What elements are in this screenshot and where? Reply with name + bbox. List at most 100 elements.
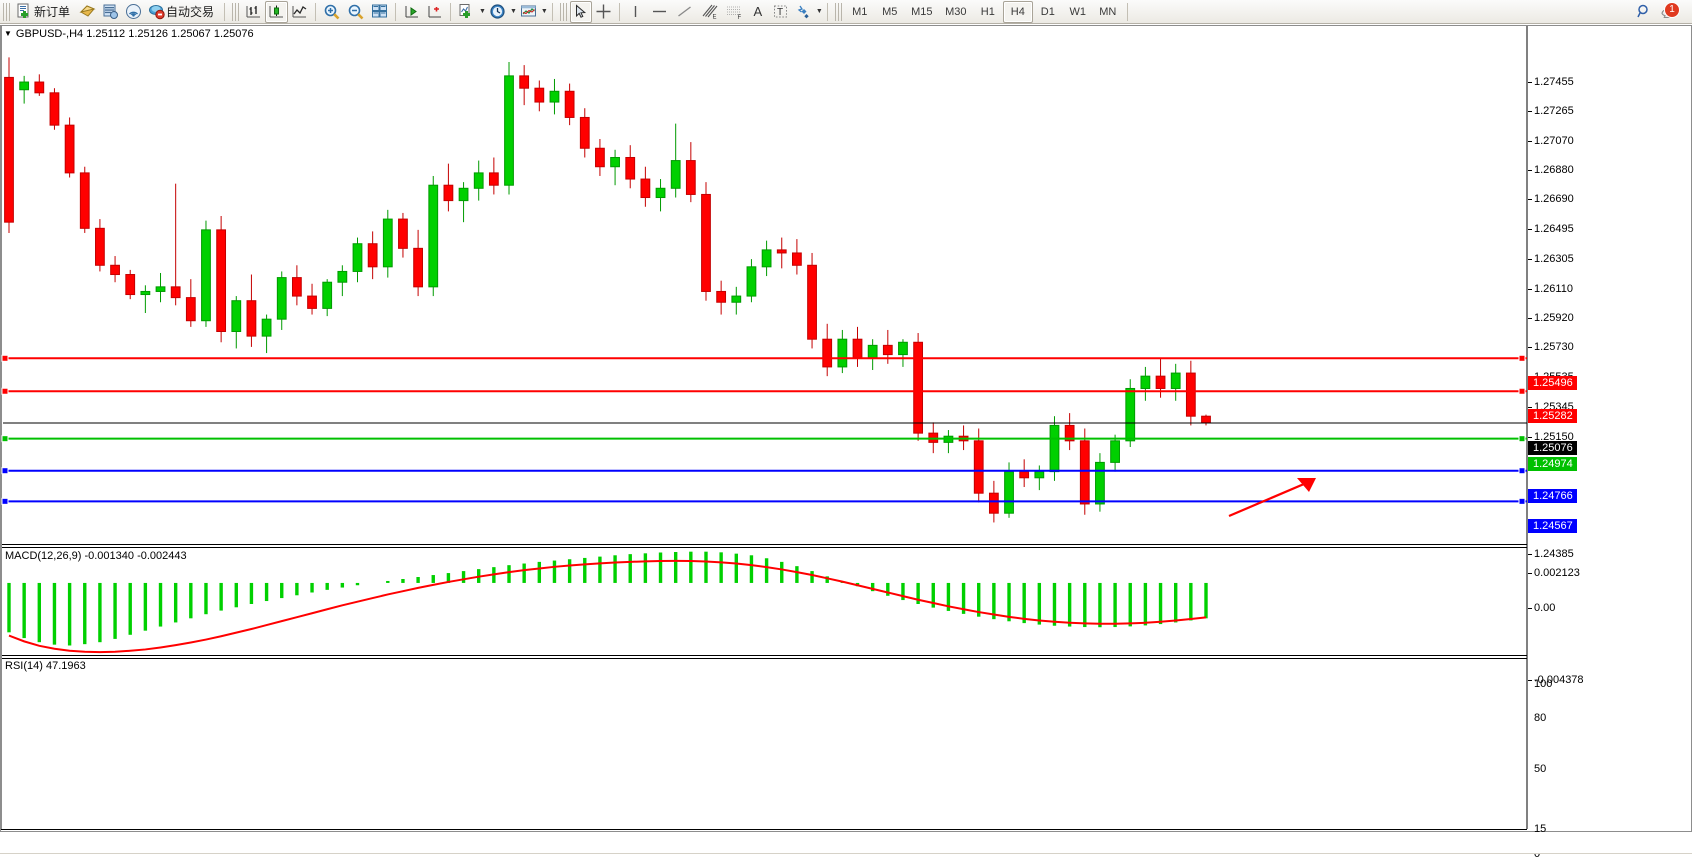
indicators-button[interactable] <box>455 1 478 23</box>
chart-window[interactable]: ▼ GBPUSD-,H4 1.25112 1.25126 1.25067 1.2… <box>0 25 1692 860</box>
candle <box>4 57 14 233</box>
search-button[interactable] <box>1633 1 1656 23</box>
signals-button[interactable] <box>122 1 145 23</box>
text-label-button[interactable]: T <box>769 1 792 23</box>
macd-axis-tick <box>1528 573 1532 574</box>
zoom-out-button[interactable] <box>344 1 368 23</box>
shift-end-button[interactable] <box>400 1 423 23</box>
line-handle-left <box>1 435 9 443</box>
cursor-button[interactable] <box>569 0 592 23</box>
price-tag-current-price[interactable]: 1.25076 <box>1528 440 1577 455</box>
timeframe-m5[interactable]: M5 <box>882 5 898 18</box>
toolbar-grip[interactable] <box>3 2 11 21</box>
periods-icon <box>489 3 506 20</box>
crosshair-button[interactable] <box>592 1 615 23</box>
candle <box>731 286 742 315</box>
main-toolbar: 新订单 <box>0 0 1692 24</box>
equidistant-channel-button[interactable]: E <box>697 1 722 23</box>
time-axis[interactable] <box>0 832 1692 854</box>
price-tag-target-2[interactable]: 1.24567 <box>1528 519 1577 534</box>
timeframe-mn[interactable]: MN <box>1099 5 1117 18</box>
templates-button[interactable] <box>517 1 540 23</box>
objects-dropdown-caret[interactable]: ▼ <box>815 8 823 15</box>
up-arrow-annotation[interactable] <box>1228 478 1316 518</box>
data-window-button[interactable] <box>99 1 122 23</box>
expert-advisor-button[interactable] <box>76 1 99 23</box>
line-chart-button[interactable] <box>288 1 311 23</box>
candle <box>792 239 802 275</box>
price-axis-label: 1.26495 <box>1534 223 1574 236</box>
candle <box>1140 366 1151 401</box>
periods-dropdown-caret[interactable]: ▼ <box>509 8 517 15</box>
candle <box>655 179 666 212</box>
line-handle-left <box>1 497 9 505</box>
line-handle-left <box>1 467 9 475</box>
candle <box>307 283 317 315</box>
objects-button[interactable] <box>792 1 815 23</box>
fibonacci-button[interactable]: F <box>722 1 747 23</box>
price-axis-label: 1.26110 <box>1534 282 1573 295</box>
symbol-ohlc-label: GBPUSD-,H4 1.25112 1.25126 1.25067 1.250… <box>15 27 254 40</box>
periods-button[interactable] <box>486 1 509 23</box>
timeframe-m1[interactable]: M1 <box>852 5 868 18</box>
candle <box>170 183 181 306</box>
candle <box>291 265 302 306</box>
tile-windows-button[interactable] <box>368 1 391 23</box>
price-tag-support-1[interactable]: 1.24974 <box>1528 456 1577 471</box>
timeframe-grip[interactable] <box>834 2 843 21</box>
trendline-button[interactable] <box>672 1 697 23</box>
text-label-icon: T <box>772 3 789 20</box>
vline-button[interactable] <box>624 1 647 23</box>
candle <box>625 145 636 189</box>
chart-menu-caret-icon[interactable]: ▼ <box>4 29 12 38</box>
alerts-button[interactable]: 1 <box>1656 1 1682 23</box>
candle <box>579 108 590 158</box>
price-axis-tick <box>1528 140 1532 142</box>
candlestick-button[interactable] <box>265 0 289 23</box>
candle <box>231 296 242 349</box>
candle <box>261 314 272 354</box>
candle <box>19 75 30 104</box>
line-handle-right <box>1518 435 1526 443</box>
zoom-in-button[interactable] <box>320 1 344 23</box>
timeframe-h1[interactable]: H1 <box>980 5 995 18</box>
notification-badge: 1 <box>1664 1 1680 18</box>
rsi-label: RSI(14) 47.1963 <box>5 660 86 672</box>
hline-button[interactable] <box>647 1 672 23</box>
macd-label: MACD(12,26,9) -0.001340 -0.002443 <box>5 550 187 562</box>
price-axis-tick <box>1528 288 1532 290</box>
timeframe-m15[interactable]: M15 <box>911 5 933 18</box>
search-icon <box>1636 3 1653 20</box>
candle <box>1201 414 1211 426</box>
timeframe-d1[interactable]: D1 <box>1040 5 1055 18</box>
chart-type-grip[interactable] <box>232 2 241 21</box>
line-chart-icon <box>291 3 308 20</box>
candle <box>337 265 348 297</box>
indicators-icon <box>458 3 475 20</box>
templates-dropdown-caret[interactable]: ▼ <box>540 8 548 15</box>
toolbar-separator-2 <box>315 2 317 21</box>
price-axis-tick <box>1528 81 1532 83</box>
indicators-dropdown-caret[interactable]: ▼ <box>479 8 486 15</box>
auto-trading-button[interactable]: 自动交易 <box>145 1 220 23</box>
timeframe-w1[interactable]: W1 <box>1069 5 1087 18</box>
price-axis-label: 1.25730 <box>1534 341 1574 354</box>
timeframe-h4[interactable]: H4 <box>1002 0 1033 23</box>
price-tag-resistance-1[interactable]: 1.25282 <box>1528 409 1577 424</box>
drawing-tools-grip[interactable] <box>559 2 568 21</box>
auto-scroll-button[interactable] <box>423 1 446 23</box>
line-handle-right <box>1518 467 1526 475</box>
price-tag-target-1[interactable]: 1.24766 <box>1528 488 1577 503</box>
price-tag-resistance-2[interactable]: 1.25496 <box>1528 376 1577 391</box>
candle <box>125 269 136 300</box>
bar-chart-button[interactable] <box>242 1 265 23</box>
shift-end-icon <box>403 3 420 20</box>
chart-canvas[interactable] <box>1 26 1691 831</box>
timeframe-m30[interactable]: M30 <box>945 5 967 18</box>
new-order-button[interactable]: 新订单 <box>13 1 76 23</box>
text-button[interactable]: A <box>747 1 769 23</box>
candle <box>428 175 439 297</box>
candle <box>155 272 166 303</box>
candle <box>473 160 484 201</box>
hline-icon <box>650 3 669 20</box>
